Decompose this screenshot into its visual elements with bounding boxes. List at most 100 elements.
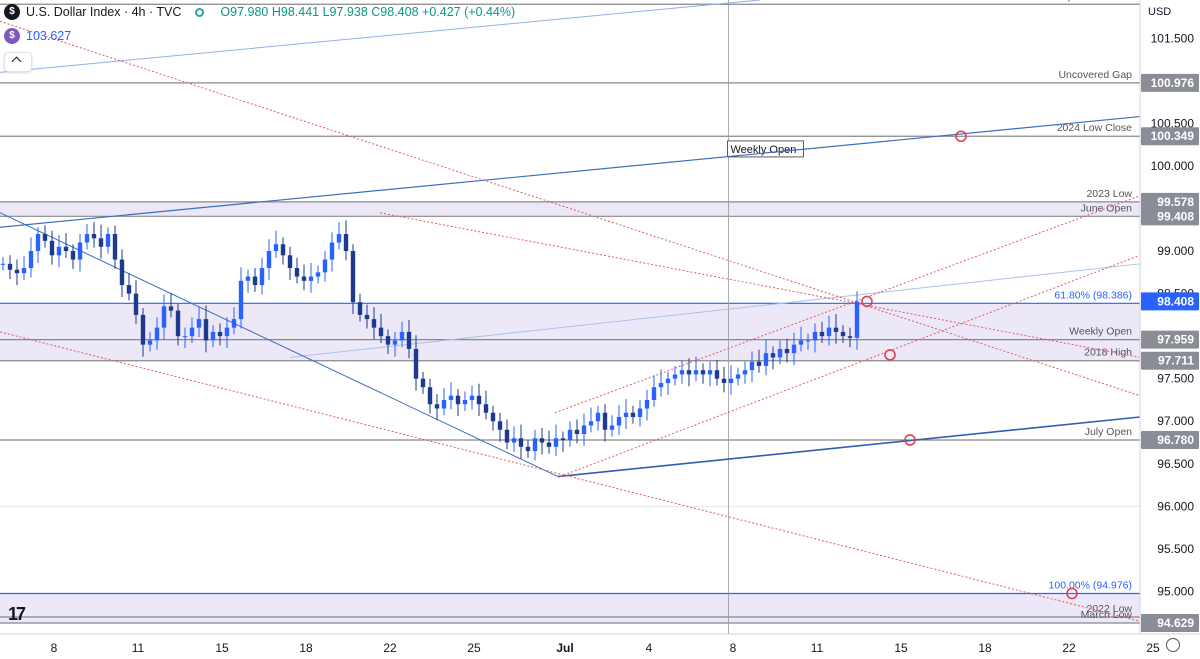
price-badge-label: 99.578 [1157, 195, 1194, 209]
candle-body [280, 244, 286, 256]
candle-body [511, 438, 517, 443]
candle-body [133, 293, 139, 315]
legend-compare: $ 103.627 [4, 28, 71, 44]
candle-body [84, 234, 90, 243]
candle-body [784, 348, 790, 354]
y-tick-label: 99.000 [1157, 244, 1194, 258]
candle-body [679, 370, 685, 375]
candle-body [735, 374, 741, 379]
y-tick-label: 95.000 [1157, 584, 1194, 598]
open-value: O97.980 [220, 5, 269, 19]
candle-body [182, 336, 188, 338]
trendline-light [0, 0, 761, 73]
candle-body [238, 280, 244, 320]
candle-body [0, 263, 6, 265]
currency-selector[interactable]: USD [1148, 6, 1172, 18]
price-badge [1141, 614, 1199, 633]
x-tick-label: Jul [556, 641, 573, 655]
candle-body [98, 238, 104, 247]
candle-body [420, 378, 426, 388]
price-axis [1140, 0, 1200, 659]
candle-body [147, 340, 153, 345]
x-tick-label: 8 [730, 641, 737, 655]
market-status-icon [195, 7, 205, 17]
candle-body [154, 327, 160, 341]
level-label: Weekly Open [1069, 326, 1132, 338]
candle-body [21, 268, 27, 274]
candle-body [105, 234, 111, 247]
candle-body [126, 285, 132, 294]
up-channel-bottom [559, 254, 1141, 478]
candle-body [371, 319, 377, 328]
candle-body [651, 387, 657, 400]
candle-body [546, 442, 552, 447]
zone-2023-low-june-open [0, 201, 1140, 217]
level-label: 61.80% (98.386) [1054, 289, 1132, 301]
candle-body [427, 387, 433, 405]
x-tick-label: 18 [299, 641, 313, 655]
candle-body [301, 276, 307, 281]
candle-body [840, 331, 846, 337]
candle-body [623, 412, 629, 417]
candle-body [714, 370, 720, 379]
candle-body [42, 234, 48, 241]
candle-body [70, 251, 76, 260]
trendline-long [0, 115, 1141, 228]
candle-body [196, 319, 202, 328]
time-axis [0, 634, 1200, 659]
candle-body [672, 374, 678, 379]
candle-body [161, 306, 167, 328]
low-value: L97.938 [322, 5, 368, 19]
candle-body [742, 370, 748, 375]
candle-body [343, 234, 349, 252]
level-label: 2018 High [1084, 347, 1132, 359]
candle-body [553, 438, 559, 447]
price-badge-label: 100.349 [1151, 129, 1195, 143]
candle-body [252, 276, 258, 286]
candle-body [56, 246, 62, 256]
candle-body [469, 395, 475, 400]
candle-body [539, 438, 545, 443]
x-tick-label: 15 [215, 641, 229, 655]
candle-body [217, 331, 223, 337]
price-badge-label: 94.629 [1157, 616, 1194, 630]
candle-body [567, 429, 573, 440]
candle-body [455, 395, 461, 405]
candle-body [721, 378, 727, 383]
collapse-legend-button[interactable] [4, 52, 32, 72]
symbol-title[interactable]: U.S. Dollar Index · 4h · TVC [26, 5, 182, 19]
candle-body [791, 344, 797, 354]
candle-body [616, 416, 622, 426]
candle-body [504, 429, 510, 443]
y-tick-label: 101.500 [1151, 31, 1195, 45]
candle-body [637, 408, 643, 417]
price-badge [1141, 430, 1199, 449]
marker-circle [861, 295, 873, 308]
candle-body [434, 404, 440, 409]
candle-body [798, 340, 804, 345]
level-label: 2024 Low Close [1057, 122, 1132, 134]
candle-body [574, 429, 580, 435]
candle-body [518, 438, 524, 447]
candle-body [77, 242, 83, 260]
compare-value: 103.627 [26, 29, 72, 43]
candle-body [210, 331, 216, 341]
candle-body [14, 269, 20, 274]
candle-body [385, 336, 391, 345]
candle-body [329, 242, 335, 260]
marker-circle [884, 349, 896, 361]
price-badge [1141, 127, 1199, 146]
high-value: H98.441 [271, 5, 320, 19]
settings-icon[interactable] [1166, 638, 1180, 652]
candle-body [336, 234, 342, 243]
price-badge [1141, 192, 1199, 211]
level-label: 100.00% (94.976) [1049, 579, 1132, 591]
x-tick-label: 4 [646, 641, 653, 655]
candle-body [378, 327, 384, 337]
candle-body [581, 425, 587, 435]
y-tick-label: 100.500 [1151, 116, 1195, 130]
channel-mid [379, 212, 1141, 358]
candle-body [266, 251, 272, 269]
channel-lower [0, 331, 1141, 622]
